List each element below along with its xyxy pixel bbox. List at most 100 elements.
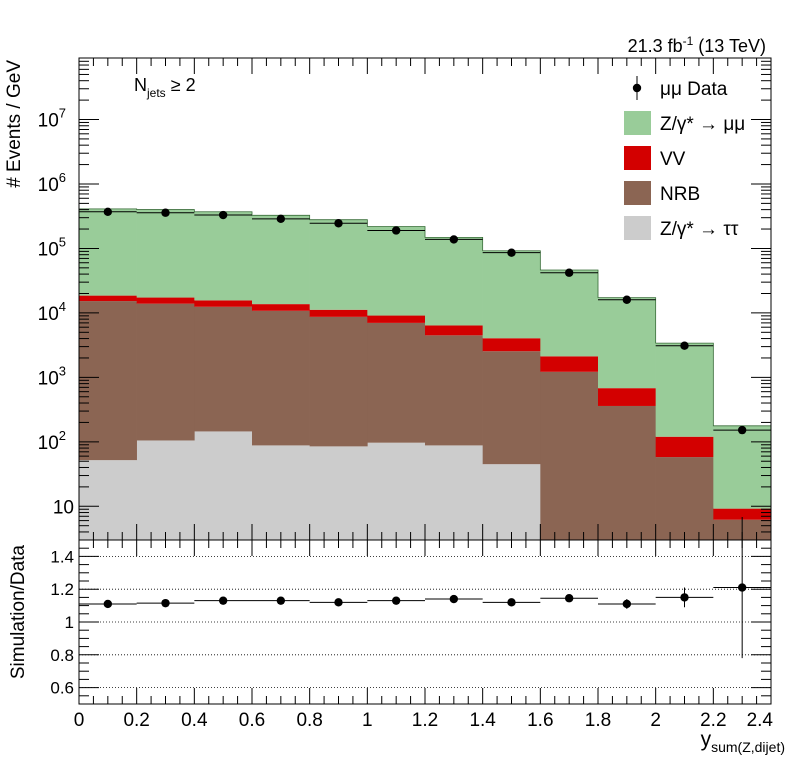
bar-vv-4 [309,309,368,317]
legend-swatch-ztt [624,216,651,240]
ratio-y-tick-label-4: 1.4 [50,547,74,566]
data-point-0 [103,207,113,217]
y-tick-label-6: 107 [38,106,66,132]
data-point-10 [680,341,689,350]
data-point-3 [276,214,286,224]
ratio-y-tick-label-3: 1.2 [50,580,74,599]
bar-nrb-7 [482,351,541,465]
x-tick-label-5: 1 [362,710,373,731]
ratio-panel: 0.6 0.8 1 1.2 1.4 0 0.2 0.4 0.6 0.8 1 1.2 1.4 1.6 1.8… [8,517,785,755]
ratio-point-6 [449,594,459,604]
ratio-point-7 [507,598,516,607]
legend-label-zmm: Z/γ* → μμ [660,114,745,135]
bar-vv-7 [482,338,541,352]
data-point-8 [564,268,574,277]
ratio-y-axis-title: Simulation/Data [8,545,29,680]
ratio-point-8 [564,594,574,603]
bar-zmm-5 [367,226,426,316]
ratio-point-2 [218,596,228,605]
bar-nrb-8 [540,371,599,540]
ratio-point-3 [276,596,286,605]
x-tick-label-4: 0.8 [296,710,322,731]
x-tick-label-10: 2 [650,710,661,731]
bar-nrb-2 [194,306,253,432]
bar-vv-2 [194,300,253,307]
x-tick-label-12: 2.4 [747,710,774,731]
x-axis-title: ysum(Z,dijet) [701,728,785,755]
x-tick-label-2: 0.4 [181,710,208,731]
x-tick-label-11: 2.2 [700,710,726,731]
bar-zmm-9 [598,297,656,389]
main-x-ticks [78,58,772,540]
bar-nrb-10 [655,457,714,540]
bar-vv-1 [136,297,195,304]
ratio-y-tick-label-2: 1 [65,613,74,632]
bar-ztt-5 [367,442,426,540]
bar-zmm-8 [540,269,599,357]
bar-nrb-3 [252,310,310,446]
legend-label-ztt: Z/γ* → ττ [660,219,739,240]
x-tick-label-3: 0.6 [239,710,265,731]
ratio-point-4 [334,598,343,607]
data-point-1 [161,208,170,217]
legend-label-vv: VV [660,149,686,170]
stack-outline [79,208,771,427]
x-tick-label-7: 1.4 [469,710,496,731]
legend-label-nrb: NRB [660,184,700,205]
bar-nrb-4 [309,316,368,447]
ratio-y-tick-label-0: 0.6 [50,679,74,698]
bar-nrb-9 [598,405,656,540]
data-point-9 [622,295,632,304]
bar-vv-5 [367,315,426,323]
ratio-point-10 [680,593,689,602]
stacked-histogram [79,208,772,540]
bar-zmm-7 [482,250,541,339]
x-tick-label-8: 1.6 [527,710,553,731]
ratio-y-axis: 0.6 0.8 1 1.2 1.4 [50,539,771,705]
legend-label-data: μμ Data [660,79,728,100]
bar-ztt-4 [309,446,368,540]
data-point-6 [449,235,459,244]
bar-ztt-3 [252,445,310,540]
ratio-grid [79,556,771,688]
ratio-points [79,517,771,659]
bar-ztt-7 [482,464,541,540]
njets-annotation: Njets ≥ 2 [134,75,196,100]
bar-vv-0 [79,295,137,302]
bar-zmm-6 [425,237,483,326]
bar-nrb-6 [425,335,483,446]
x-tick-label-6: 1.2 [412,710,438,731]
x-tick-label-1: 0.2 [123,710,149,731]
data-points [79,207,771,435]
bar-vv-10 [655,436,714,458]
ratio-point-5 [391,596,401,605]
bar-ztt-1 [136,440,195,540]
legend: μμ Data Z/γ* → μμ VV NRB Z/γ* → ττ [624,76,745,240]
bar-vv-3 [252,304,310,311]
bar-nrb-5 [367,322,426,443]
legend-swatch-vv [624,146,651,170]
legend-swatch-nrb [624,181,651,205]
bar-ztt-0 [79,460,137,540]
ratio-point-9 [622,599,632,609]
y-tick-label-2: 103 [38,363,66,389]
ratio-point-0 [103,599,113,609]
main-y-axis-title: # Events / GeV [4,60,25,188]
data-point-11 [737,425,747,435]
y-tick-label-1: 102 [38,428,66,454]
y-tick-label-4: 105 [38,234,66,260]
bar-zmm-4 [309,219,368,310]
bar-vv-9 [598,388,656,406]
data-point-2 [218,210,228,220]
main-y-axis: 10 102 103 104 105 106 107 [38,57,771,541]
bar-vv-8 [540,356,599,372]
data-point-5 [391,226,401,235]
bar-vv-11 [713,508,772,520]
legend-data-marker [632,83,642,93]
legend-swatch-zmm [624,111,651,135]
bar-vv-6 [425,325,483,336]
ratio-x-axis: 0 0.2 0.4 0.6 0.8 1 1.2 1.4 1.6 1.8 2 2.2 2.4 [74,540,774,731]
data-point-4 [334,219,343,228]
